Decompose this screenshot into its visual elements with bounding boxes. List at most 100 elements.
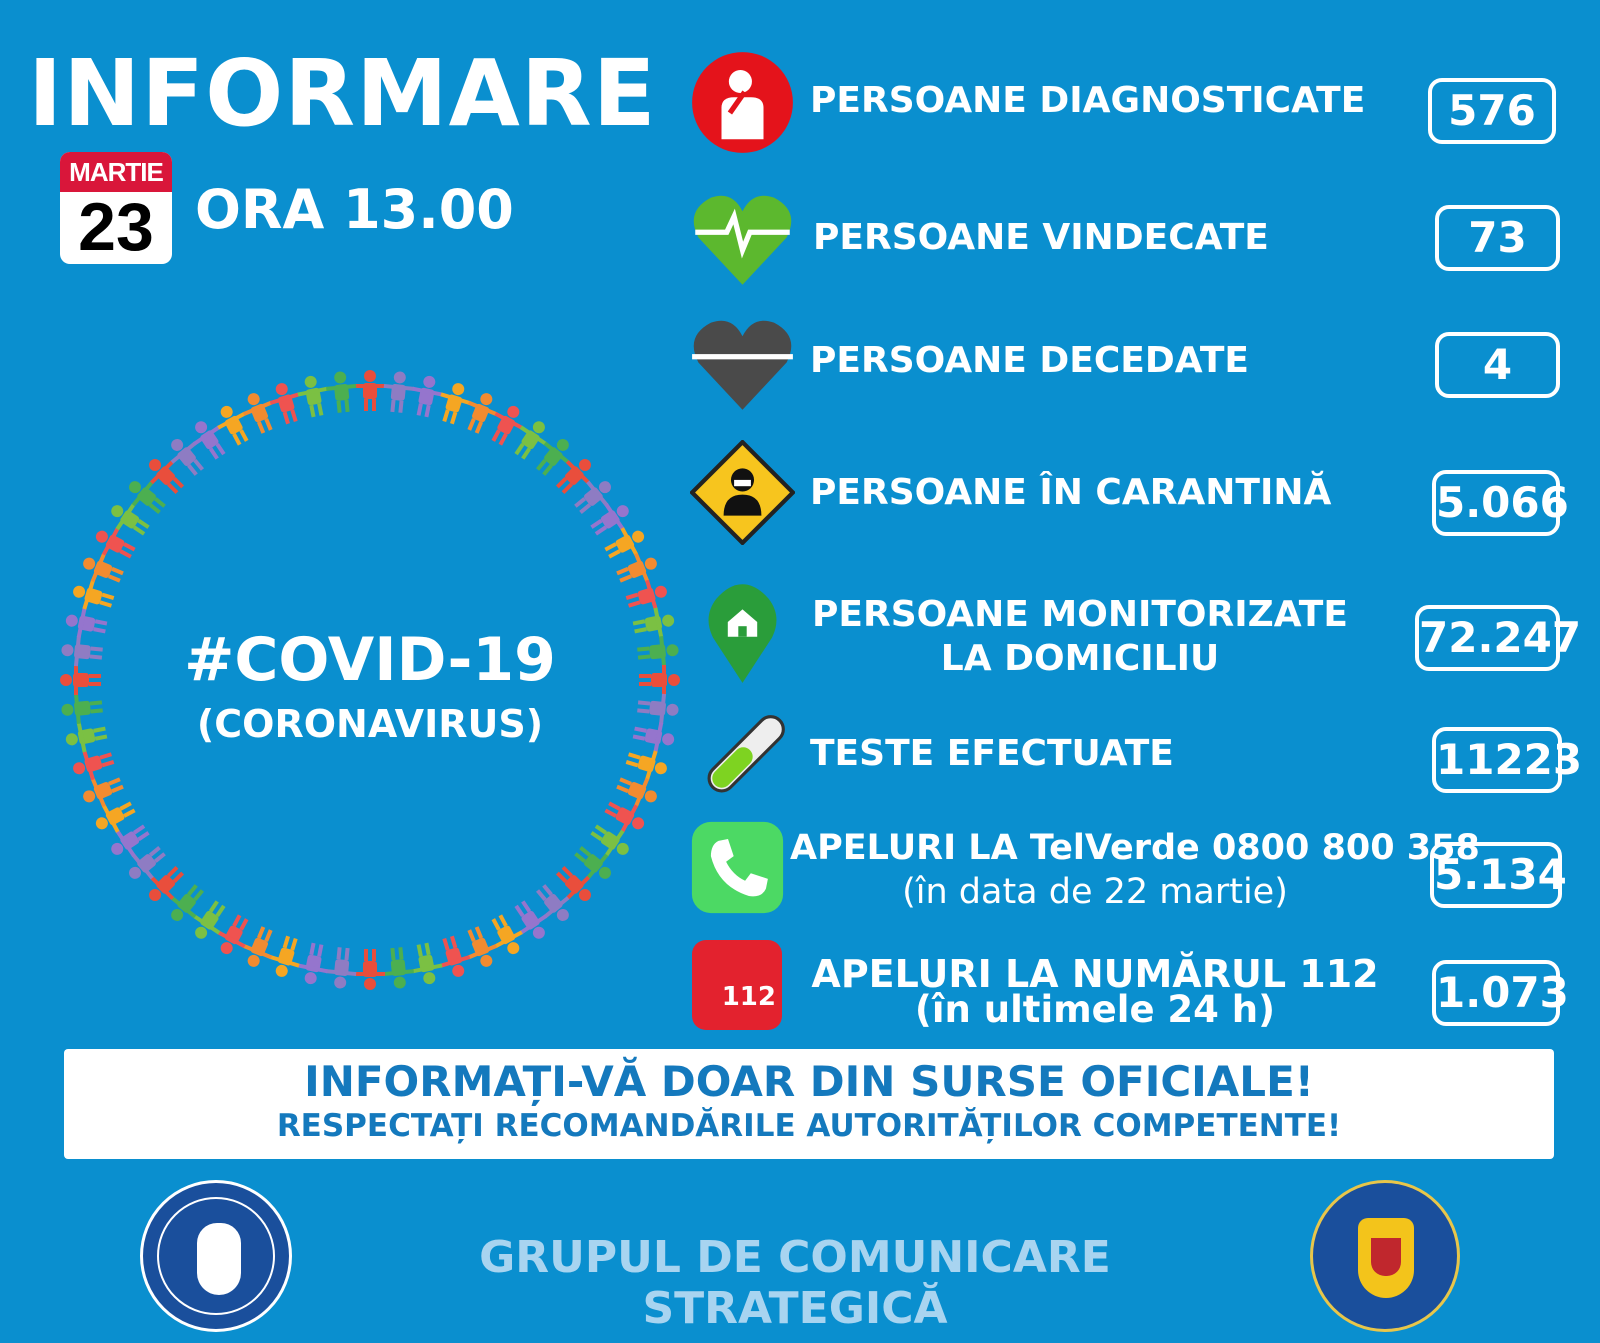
covid-hashtag: #COVID-19	[184, 625, 556, 695]
person-figure	[514, 421, 547, 460]
official-sources-banner: INFORMAȚI-VĂ DOAR DIN SURSE OFICIALE! RE…	[64, 1049, 1554, 1159]
people-circle-illustration	[60, 370, 680, 990]
person-figure	[95, 527, 136, 559]
person-figure	[440, 383, 471, 425]
person-figure	[604, 801, 645, 833]
emergency-112-icon: 112	[692, 940, 782, 1030]
person-figure	[193, 421, 226, 460]
stat-label: TESTE EFECTUATE	[810, 733, 1174, 774]
person-figure	[590, 503, 629, 536]
stat-row-diagnosed: PERSOANE DIAGNOSTICATE 576	[690, 50, 1590, 155]
stat-value: 11223	[1432, 727, 1582, 793]
person-figure	[242, 393, 273, 434]
person-figure	[491, 405, 523, 446]
person-figure	[269, 383, 300, 425]
person-figure	[604, 527, 645, 559]
person-figure	[632, 722, 675, 753]
person-figure	[412, 942, 443, 985]
person-figure	[170, 439, 204, 476]
person-figure	[60, 665, 101, 695]
person-figure	[149, 459, 185, 495]
test-tube-icon	[707, 715, 785, 793]
calendar-month: MARTIE	[60, 152, 172, 192]
person-figure	[514, 900, 547, 939]
person-figure	[297, 942, 328, 985]
stat-label-line2: LA DOMICILIU	[940, 638, 1220, 679]
person-figure	[616, 777, 657, 808]
emergency-department-logo	[1310, 1180, 1460, 1332]
person-figure	[217, 914, 249, 955]
person-figure	[242, 926, 273, 967]
dark-heart-icon	[692, 320, 793, 410]
person-figure	[639, 665, 680, 695]
quarantine-warning-icon	[690, 440, 795, 545]
person-figure	[574, 480, 611, 514]
banner-line2: RESPECTAȚI RECOMANDĂRILE AUTORITĂȚILOR C…	[276, 1108, 1342, 1144]
home-location-icon	[708, 584, 777, 683]
government-of-romania-logo	[140, 1180, 292, 1332]
stat-label: PERSOANE DIAGNOSTICATE	[810, 80, 1366, 121]
stat-row-home-monitoring: PERSOANE MONITORIZATE LA DOMICILIU 72.24…	[690, 580, 1590, 690]
stat-value: 576	[1428, 78, 1556, 144]
stat-value: 5.066	[1432, 470, 1569, 536]
stat-value: 72.247	[1415, 605, 1581, 671]
person-figure	[170, 884, 204, 921]
stat-value: 1.073	[1432, 960, 1569, 1026]
person-figure	[467, 393, 498, 434]
stat-label-line2: (în ultimele 24 h)	[914, 988, 1276, 1031]
person-figure	[297, 375, 328, 418]
stat-label: APELURI LA NUMĂRUL 112	[811, 952, 1379, 996]
person-figure	[129, 846, 166, 880]
stat-row-tests: TESTE EFECTUATE 11223	[690, 705, 1590, 805]
person-figure	[383, 947, 414, 989]
person-figure	[269, 935, 300, 977]
stat-label: PERSOANE MONITORIZATE	[812, 594, 1348, 635]
person-figure	[326, 371, 357, 413]
person-figure	[536, 884, 570, 921]
person-figure	[83, 552, 124, 583]
stat-value: 5.134	[1430, 842, 1567, 908]
person-figure	[217, 405, 249, 446]
person-figure	[440, 935, 471, 977]
covid-subtitle: (CORONAVIRUS)	[196, 702, 544, 746]
footer-text: GRUPUL DE COMUNICARE STRATEGICĂ	[479, 1232, 1111, 1334]
person-figure	[536, 439, 570, 476]
calendar-day: 23	[78, 189, 154, 264]
person-figure	[467, 926, 498, 967]
person-figure	[65, 722, 108, 753]
stat-row-quarantine: PERSOANE ÎN CARANTINĂ 5.066	[690, 440, 1590, 550]
banner-line1: INFORMAȚI-VĂ DOAR DIN SURSE OFICIALE!	[304, 1057, 1314, 1106]
person-figure	[632, 607, 675, 638]
stat-value: 73	[1435, 205, 1560, 271]
person-figure	[73, 579, 115, 610]
person-figure	[95, 801, 136, 833]
person-figure	[637, 636, 679, 667]
stat-label-line2: (în data de 22 martie)	[902, 872, 1288, 912]
person-figure	[355, 370, 385, 411]
person-figure	[616, 552, 657, 583]
person-figure	[491, 914, 523, 955]
stat-row-deceased: PERSOANE DECEDATE 4	[690, 310, 1590, 415]
person-figure	[61, 636, 103, 667]
report-time: ORA 13.00	[195, 178, 514, 241]
calendar-icon: MARTIE 23	[60, 152, 172, 264]
person-figure	[61, 693, 103, 724]
person-figure	[412, 375, 443, 418]
stat-label: APELURI LA TelVerde 0800 800 358	[790, 828, 1480, 868]
person-figure	[65, 607, 108, 638]
stat-row-112-calls: 112 APELURI LA NUMĂRUL 112 (în ultimele …	[690, 940, 1590, 1040]
stat-value: 4	[1435, 332, 1560, 398]
person-figure	[625, 750, 667, 781]
person-figure	[555, 459, 591, 495]
person-figure	[383, 371, 414, 413]
person-figure	[193, 900, 226, 939]
stat-row-telverde-calls: APELURI LA TelVerde 0800 800 358 (în dat…	[690, 820, 1590, 920]
person-figure	[590, 824, 629, 857]
heartbeat-icon	[693, 195, 792, 285]
person-figure	[83, 777, 124, 808]
stat-label: PERSOANE ÎN CARANTINĂ	[810, 472, 1332, 513]
stat-label: PERSOANE VINDECATE	[813, 217, 1269, 258]
person-figure	[355, 949, 385, 990]
person-figure	[73, 750, 115, 781]
person-figure	[111, 824, 150, 857]
